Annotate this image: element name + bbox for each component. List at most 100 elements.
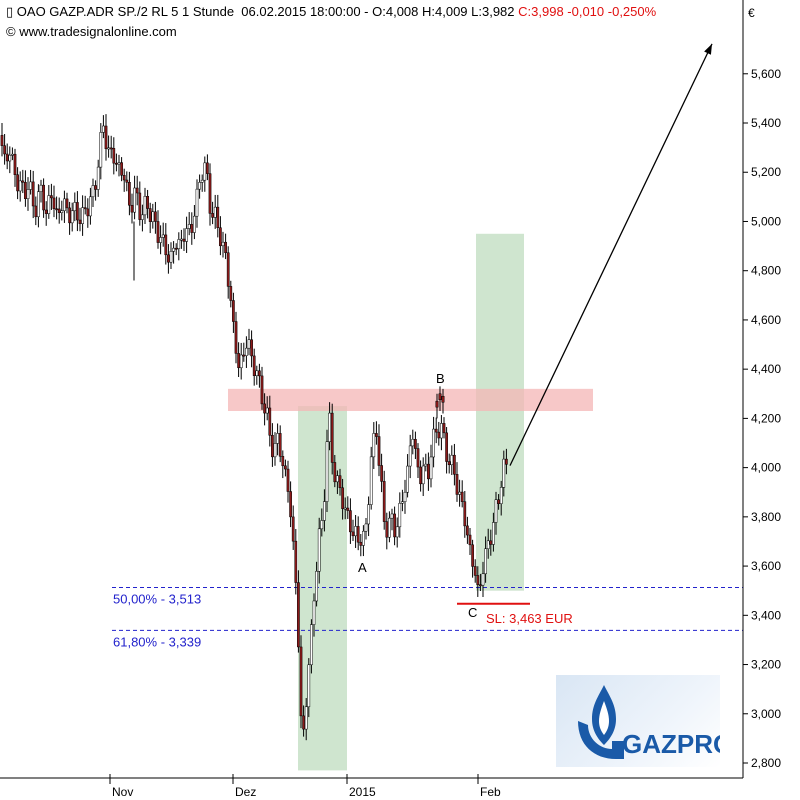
- candle-body: [154, 211, 157, 222]
- candle-body: [99, 132, 103, 168]
- candle-body: [268, 407, 272, 436]
- candle-body: [473, 566, 477, 576]
- candle-body: [445, 432, 448, 462]
- candle-body: [325, 441, 329, 502]
- candle-body: [159, 237, 162, 243]
- green-boxes-layer: [298, 233, 524, 771]
- resistance-zone-layer: [228, 388, 593, 412]
- candle-body: [245, 347, 248, 356]
- candle-body: [330, 412, 334, 463]
- candle-body: [89, 196, 92, 217]
- projection-arrow-line: [509, 43, 713, 466]
- candle-body: [112, 148, 116, 164]
- candle-body: [466, 525, 469, 536]
- candle-body: [169, 251, 173, 263]
- candle-body: [364, 523, 368, 532]
- candle-body: [193, 215, 196, 233]
- y-tick-label: 4,400: [751, 362, 781, 376]
- candle-body: [133, 187, 136, 213]
- candle-body: [354, 526, 357, 537]
- candle-body: [216, 206, 220, 228]
- candle-body: [239, 354, 243, 369]
- candle-body: [375, 433, 378, 437]
- candle-body: [50, 195, 53, 199]
- candle-body: [286, 468, 290, 492]
- candle-body: [16, 174, 19, 192]
- candle-body: [138, 192, 142, 220]
- candle-body: [349, 510, 352, 533]
- y-tick-label: 2,800: [751, 756, 781, 770]
- candle-body: [213, 206, 217, 218]
- candle-body: [419, 466, 422, 485]
- gazprom-flame-icon: [578, 685, 624, 759]
- projection-arrow-head: [704, 43, 712, 55]
- candle-body: [455, 474, 459, 495]
- candle-body: [86, 208, 90, 217]
- candle-body: [382, 481, 386, 522]
- candle-body: [346, 507, 350, 511]
- candle-body: [401, 501, 404, 504]
- stop-loss-label: SL: 3,463 EUR: [486, 611, 573, 626]
- candle-body: [185, 228, 188, 242]
- candle-body: [44, 209, 48, 214]
- candle-body: [195, 188, 199, 217]
- candle-body: [281, 456, 285, 467]
- candle-body: [219, 227, 222, 247]
- candle-body: [435, 400, 439, 408]
- candle-body: [427, 463, 430, 480]
- candle-body: [115, 162, 118, 165]
- candle-body: [502, 458, 506, 488]
- candle-body: [164, 234, 168, 256]
- wave-label-a: A: [358, 560, 367, 575]
- x-tick-label: Dez: [235, 785, 256, 799]
- chart-header: ▯ OAO GAZP.ADR SP./2 RL 5 1 Stunde 06.02…: [6, 4, 657, 19]
- candle-body: [429, 456, 433, 480]
- candle-body: [484, 548, 487, 575]
- candle-body: [414, 438, 417, 449]
- wave-label-b: B: [436, 371, 445, 386]
- candle-body: [174, 247, 178, 250]
- candle-body: [0, 135, 4, 146]
- candle-body: [323, 501, 326, 521]
- candle-body: [437, 431, 441, 439]
- candle-body: [83, 207, 87, 210]
- candle-body: [109, 147, 113, 150]
- currency-label: €: [748, 6, 755, 20]
- candle-body: [182, 238, 186, 242]
- candle-body: [55, 208, 58, 211]
- candle-body: [206, 162, 209, 174]
- candle-body: [260, 375, 264, 405]
- candle-body: [505, 458, 508, 465]
- candle-body: [146, 195, 149, 209]
- candle-body: [369, 456, 373, 505]
- candle-body: [31, 181, 35, 207]
- candle-body: [91, 185, 95, 198]
- y-tick-label: 5,400: [751, 116, 781, 130]
- candle-body: [242, 354, 246, 357]
- y-tick-label: 3,400: [751, 608, 781, 622]
- candle-body: [250, 339, 253, 357]
- candle-body: [351, 531, 355, 537]
- candle-body: [385, 521, 389, 538]
- candle-body: [297, 582, 300, 648]
- candle-body: [224, 241, 227, 254]
- candle-body: [177, 239, 181, 249]
- candle-body: [128, 181, 131, 206]
- candle-body: [3, 145, 6, 155]
- candle-body: [13, 153, 17, 175]
- candle-body: [441, 395, 445, 403]
- candle-body: [232, 300, 235, 322]
- candle-body: [57, 208, 61, 213]
- candle-body: [18, 180, 22, 192]
- gazprom-logo: GAZPROM: [556, 675, 755, 767]
- candle-body: [252, 355, 256, 376]
- y-tick-label: 3,000: [751, 707, 781, 721]
- wave-label-c: C: [468, 605, 477, 620]
- candle-body: [421, 465, 425, 485]
- candle-body: [42, 184, 45, 211]
- annotations-layer: A B C SL: 3,463 EUR: [358, 43, 713, 626]
- candle-body: [450, 454, 454, 466]
- candle-body: [161, 234, 165, 238]
- candle-body: [180, 238, 183, 241]
